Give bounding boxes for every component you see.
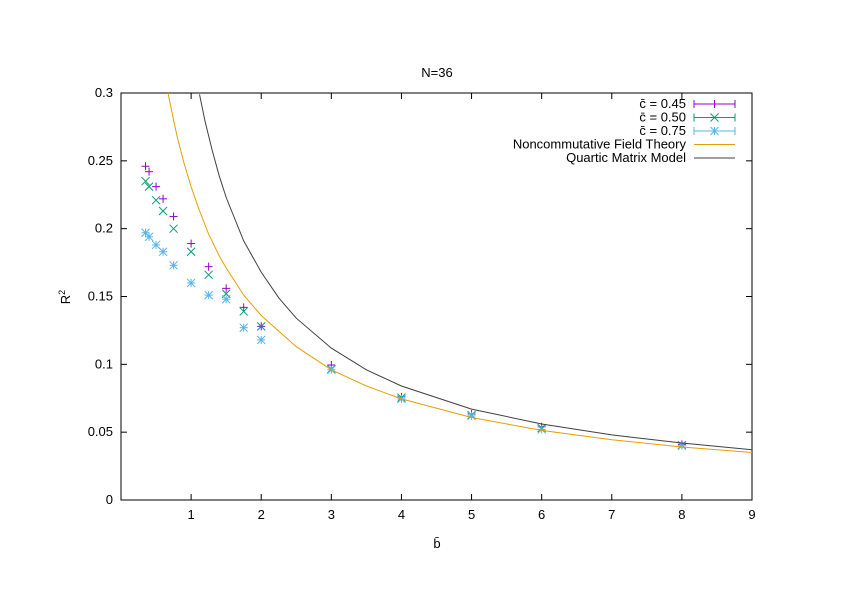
point-mark-d2: [537, 425, 547, 434]
point-mark-d2: [144, 232, 154, 242]
point-mark-d2: [186, 278, 196, 288]
point-mark-d2: [239, 307, 249, 316]
data-point: [151, 240, 161, 250]
x-tick-label: 1: [187, 507, 194, 522]
data-point: [256, 321, 266, 331]
data-point: [204, 290, 213, 300]
y-tick-label: 0.3: [95, 85, 113, 100]
data-point: [186, 247, 196, 257]
data-point: [256, 335, 266, 345]
legend-label: c̄ = 0.75: [639, 123, 686, 138]
point-mark-d2: [151, 240, 161, 250]
point-mark-d2: [151, 195, 161, 205]
data-point: [151, 195, 161, 205]
data-point: [169, 224, 178, 234]
series-1: [141, 176, 687, 450]
point-mark-d2: [169, 224, 178, 234]
legend-label: Noncommutative Field Theory: [513, 137, 687, 152]
data-point: [169, 260, 178, 270]
legend-marker-d2: [710, 113, 719, 122]
legend-label: Quartic Matrix Model: [566, 150, 686, 165]
y-axis-label: R2: [57, 290, 73, 304]
series-0: [141, 162, 686, 449]
data-point: [158, 206, 168, 216]
data-point: [204, 262, 213, 271]
x-tick-label: 4: [398, 507, 405, 522]
legend-label: c̄ = 0.45: [639, 96, 686, 111]
point-mark-d2: [158, 247, 168, 257]
point-mark-d2: [204, 270, 213, 280]
data-point: [144, 182, 154, 191]
data-point: [239, 323, 249, 333]
y-tick-label: 0: [106, 492, 113, 507]
legend-label: c̄ = 0.50: [639, 110, 686, 125]
data-point: [187, 239, 196, 248]
curve-line: [199, 94, 753, 451]
x-axis-label: b̄: [433, 536, 440, 551]
x-tick-label: 8: [678, 507, 685, 522]
y-tick-label: 0.05: [88, 424, 113, 439]
data-point: [537, 425, 547, 434]
data-point: [144, 232, 154, 242]
point-mark-d2: [256, 321, 266, 331]
legend: c̄ = 0.45c̄ = 0.50c̄ = 0.75Noncommutativ…: [513, 96, 736, 165]
point-mark-d2: [204, 290, 213, 300]
data-point: [204, 270, 213, 280]
data-point: [159, 194, 168, 203]
point-mark-d2: [467, 411, 476, 421]
data-point: [239, 303, 248, 312]
series-4: [199, 94, 753, 451]
point-mark-d2: [169, 260, 178, 270]
legend-marker-d2: [710, 126, 719, 136]
data-point: [222, 284, 231, 293]
y-tick-label: 0.25: [88, 153, 113, 168]
data-point: [239, 307, 249, 316]
curve-line: [167, 92, 753, 453]
x-tick-label: 3: [328, 507, 335, 522]
series-3: [167, 92, 753, 453]
x-tick-label: 5: [468, 507, 475, 522]
data-point: [152, 182, 161, 191]
point-mark-d2: [141, 176, 150, 186]
point-mark-d2: [186, 247, 196, 257]
y-tick-label: 0.1: [95, 356, 113, 371]
point-mark-d2: [239, 323, 249, 333]
data-point: [158, 247, 168, 257]
y-tick-label: 0.15: [88, 289, 113, 304]
y-tick-label: 0.2: [95, 221, 113, 236]
point-mark-d2: [256, 335, 266, 345]
chart-title: N=36: [421, 65, 452, 80]
data-point: [141, 176, 150, 186]
data-point: [467, 411, 476, 421]
data-point: [145, 167, 154, 176]
data-point: [141, 162, 150, 171]
data-point: [169, 212, 178, 221]
x-tick-label: 2: [258, 507, 265, 522]
data-point: [221, 294, 231, 304]
x-tick-label: 7: [608, 507, 615, 522]
data-point: [186, 278, 196, 288]
point-mark-d2: [144, 182, 154, 191]
x-tick-label: 9: [748, 507, 755, 522]
point-mark-d2: [221, 294, 231, 304]
x-tick-label: 6: [538, 507, 545, 522]
point-mark-d2: [158, 206, 168, 216]
